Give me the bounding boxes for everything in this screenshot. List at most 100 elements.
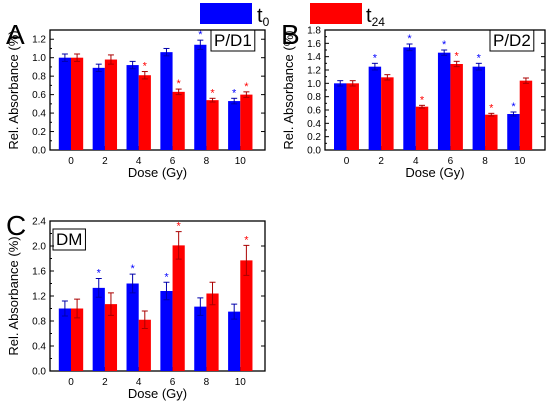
y-tick-label: 1.2: [32, 35, 46, 46]
significance-star: *: [373, 52, 378, 64]
y-tick-label: 0.8: [32, 72, 46, 83]
x-tick-label: 8: [204, 156, 210, 167]
significance-star: *: [420, 94, 425, 106]
legend-swatch-t24: [310, 3, 362, 24]
panel-b-chart: 0.0 0.2 0.4 0.6 0.8 1.0 1.2 1.4 1.6 1.8 0 2 * 4 * * 6 * * 8…: [281, 19, 546, 180]
y-tick-label: 0.8: [307, 92, 321, 103]
bar-t0: [58, 308, 71, 371]
panel-title-box: [52, 228, 86, 251]
y-tick-label: 2.4: [32, 217, 46, 228]
bar-t0: [403, 47, 416, 151]
y-tick-label: 0.2: [307, 132, 321, 143]
bar-t0: [160, 52, 173, 150]
significance-star: *: [477, 52, 482, 64]
significance-star: *: [489, 102, 494, 114]
significance-star: *: [455, 50, 460, 62]
significance-star: *: [210, 87, 215, 99]
x-tick-label: 2: [378, 156, 384, 167]
x-tick-label: 4: [136, 156, 142, 167]
y-tick-label: 1.6: [32, 267, 46, 278]
significance-star: *: [198, 29, 203, 41]
significance-star: *: [130, 263, 135, 275]
bar-t0: [437, 52, 451, 150]
x-axis-label: Dose (Gy): [128, 165, 187, 180]
bar-t0: [507, 114, 520, 150]
x-tick-label: 0: [68, 156, 74, 167]
legend-label-t0: t0: [257, 5, 270, 29]
x-axis-label: Dose (Gy): [405, 165, 464, 180]
panel-letter: A: [6, 19, 25, 50]
significance-star: *: [244, 81, 249, 93]
x-tick-label: 6: [448, 156, 454, 167]
y-tick-label: 0.4: [32, 342, 46, 353]
y-tick-label: 0.4: [307, 119, 321, 130]
y-tick-label: 1.0: [32, 53, 46, 64]
x-tick-label: 6: [170, 377, 176, 388]
panel-title: P/D1: [214, 31, 252, 50]
panel-a-chart: 0.0 0.2 0.4 0.6 0.8 1.0 1.2 0 2 4 * 6 * 8 * * 10 * * Dose (…: [6, 19, 266, 180]
x-tick-label: 2: [102, 377, 108, 388]
bar-t24: [519, 80, 533, 150]
bar-t0: [194, 306, 207, 371]
x-tick-label: 6: [170, 156, 176, 167]
bar-t24: [240, 260, 253, 371]
bar-t24: [172, 245, 185, 371]
plot-frame: [49, 29, 266, 151]
bar-t24: [138, 75, 151, 150]
y-tick-label: 2.0: [32, 242, 46, 253]
y-tick-label: 0.6: [32, 90, 46, 101]
y-tick-label: 0.4: [32, 109, 46, 120]
bar-t24: [206, 293, 219, 371]
x-tick-label: 4: [413, 156, 419, 167]
legend: t0 t24: [200, 3, 385, 29]
y-tick-label: 1.2: [32, 292, 46, 303]
panel-letter: C: [6, 210, 26, 241]
bar-t24: [70, 308, 84, 371]
bar-t24: [415, 106, 429, 150]
y-tick-label: 0.6: [307, 106, 321, 117]
y-tick-label: 1.4: [307, 52, 321, 63]
x-tick-label: 0: [344, 156, 350, 167]
significance-star: *: [177, 221, 182, 233]
bar-t24: [104, 304, 118, 371]
panel-title-box: [210, 29, 256, 52]
y-tick-label: 1.6: [307, 39, 321, 50]
significance-star: *: [164, 271, 169, 283]
y-tick-label: 0.0: [32, 367, 46, 378]
bar-t24: [138, 319, 151, 371]
bar-t0: [160, 291, 173, 371]
y-axis-label: Rel. Absorbance (%): [6, 30, 21, 149]
bar-t0: [228, 101, 241, 150]
bar-t0: [334, 83, 347, 150]
significance-star: *: [232, 87, 237, 99]
bar-t0: [126, 65, 139, 150]
significance-star: *: [511, 101, 516, 113]
panel-title: P/D2: [493, 31, 531, 50]
x-axis-label: Dose (Gy): [128, 386, 187, 401]
bar-t0: [126, 283, 139, 371]
significance-star: *: [97, 268, 102, 280]
panel-title-box: [489, 29, 535, 52]
bar-t24: [381, 77, 394, 150]
x-tick-label: 8: [482, 156, 488, 167]
panel-letter: B: [281, 19, 300, 50]
bar-t24: [240, 94, 253, 150]
x-tick-label: 8: [204, 377, 210, 388]
significance-star: *: [407, 33, 412, 45]
bar-t0: [92, 287, 105, 371]
bar-t24: [346, 83, 359, 150]
legend-swatch-t0: [200, 3, 252, 24]
x-tick-label: 4: [136, 377, 142, 388]
bar-t0: [58, 57, 71, 150]
bar-t24: [206, 100, 219, 150]
y-tick-label: 0.0: [307, 146, 321, 157]
x-tick-label: 10: [235, 156, 247, 167]
bar-t24: [104, 59, 118, 150]
bar-t0: [472, 66, 486, 150]
bar-t0: [92, 67, 105, 150]
panel-c-chart: 0.0 0.4 0.8 1.2 1.6 2.0 2.4 0 2 * 4 * 6 * * 8 10 * Dose (G…: [6, 210, 266, 401]
bar-t0: [228, 311, 241, 371]
y-tick-label: 0.8: [32, 317, 46, 328]
bar-t0: [368, 66, 382, 150]
